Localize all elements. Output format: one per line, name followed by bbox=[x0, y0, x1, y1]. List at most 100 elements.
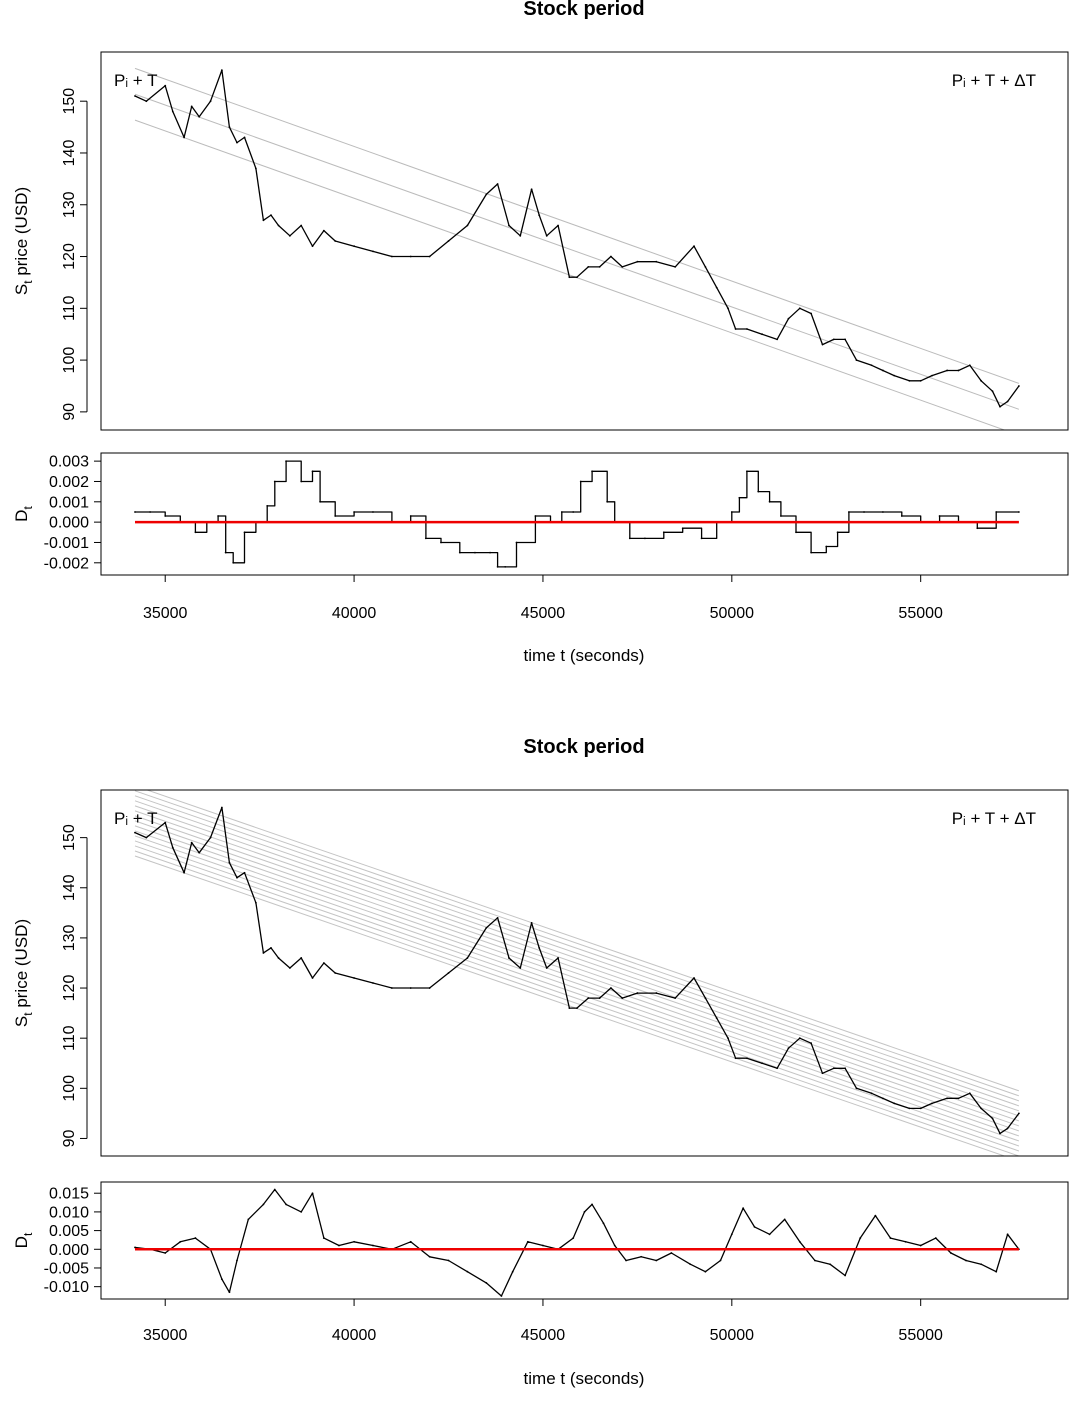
x-axis-label: time t (seconds) bbox=[524, 1369, 645, 1388]
d-point bbox=[625, 1259, 627, 1262]
d-point bbox=[458, 551, 461, 554]
x-tick-label: 45000 bbox=[521, 1327, 566, 1344]
price-point bbox=[746, 1057, 748, 1060]
d-point bbox=[798, 1240, 801, 1243]
end-label: Pᵢ + T + ΔT bbox=[952, 71, 1036, 90]
d-point bbox=[353, 511, 355, 513]
x-tick-label: 55000 bbox=[898, 605, 943, 622]
d-y-tick-label: 0.003 bbox=[49, 454, 89, 471]
d-point bbox=[409, 515, 412, 517]
price-point bbox=[919, 1107, 922, 1110]
price-y-tick-label: 150 bbox=[61, 88, 78, 115]
price-point bbox=[164, 821, 167, 824]
price-point bbox=[353, 245, 355, 248]
d-point bbox=[474, 551, 476, 554]
price-point bbox=[798, 307, 801, 310]
price-point bbox=[844, 338, 847, 341]
price-point bbox=[980, 379, 983, 382]
x-tick-label: 40000 bbox=[332, 605, 377, 622]
price-point bbox=[919, 379, 922, 382]
price-point bbox=[576, 276, 578, 279]
price-point bbox=[228, 126, 231, 128]
price-point bbox=[655, 992, 658, 994]
price-point bbox=[466, 957, 469, 959]
d-point bbox=[628, 537, 631, 540]
price-point bbox=[198, 115, 201, 118]
price-plot-area bbox=[134, 790, 1020, 1156]
d-point bbox=[311, 1192, 314, 1195]
d-point bbox=[496, 565, 499, 568]
d-point bbox=[134, 1246, 136, 1249]
price-point bbox=[545, 234, 548, 237]
price-point bbox=[496, 916, 499, 919]
price-point bbox=[821, 343, 824, 346]
d-point bbox=[266, 504, 269, 507]
price-y-label-rest: price (USD) bbox=[12, 187, 31, 281]
price-point bbox=[991, 390, 994, 393]
d-y-label-main: D bbox=[12, 510, 31, 522]
price-y-axis-label: St price (USD) bbox=[12, 919, 35, 1027]
d-y-tick-label: 0.001 bbox=[49, 494, 89, 511]
price-point bbox=[300, 957, 303, 959]
price-point bbox=[557, 957, 559, 959]
d-point bbox=[753, 1225, 756, 1228]
d-point bbox=[542, 1244, 544, 1247]
d-point bbox=[689, 1263, 692, 1266]
d-series-line bbox=[135, 460, 1019, 568]
price-point bbox=[810, 1042, 813, 1045]
d-y-axis: -0.002 -0.001 0.000 0.001 0.002 0.003 bbox=[44, 454, 102, 572]
d-point bbox=[534, 515, 537, 517]
d-point bbox=[655, 1259, 658, 1262]
x-tick-label: 35000 bbox=[143, 605, 188, 622]
price-point bbox=[372, 982, 374, 984]
price-point bbox=[220, 806, 223, 809]
price-series-line bbox=[134, 806, 1020, 1135]
d-point bbox=[409, 1240, 412, 1243]
price-point bbox=[636, 992, 639, 994]
price-point bbox=[485, 193, 488, 196]
price-point bbox=[198, 851, 201, 854]
price-point bbox=[311, 977, 314, 979]
price-point bbox=[1017, 1112, 1020, 1115]
price-point bbox=[243, 136, 246, 139]
d-point bbox=[319, 500, 321, 503]
price-point bbox=[209, 100, 212, 103]
price-point bbox=[621, 997, 624, 999]
guide-line bbox=[134, 840, 1020, 1147]
d-point bbox=[572, 1237, 575, 1239]
d-point bbox=[848, 511, 850, 513]
price-point bbox=[999, 405, 1001, 408]
d-y-label-subscript: t bbox=[21, 506, 35, 510]
price-point bbox=[598, 997, 601, 999]
guide-lines bbox=[134, 790, 1020, 1156]
d-point bbox=[859, 1237, 862, 1239]
price-point bbox=[334, 240, 337, 242]
price-point bbox=[409, 987, 412, 989]
x-tick-label: 50000 bbox=[710, 605, 755, 622]
price-panel-frame bbox=[100, 789, 1069, 1157]
price-point bbox=[674, 265, 677, 268]
price-point bbox=[190, 105, 193, 108]
price-point bbox=[946, 1097, 949, 1100]
price-y-tick-label: 100 bbox=[61, 347, 78, 374]
x-tick-label: 55000 bbox=[898, 1327, 943, 1344]
price-point bbox=[270, 214, 272, 217]
price-point bbox=[288, 234, 291, 237]
price-point bbox=[761, 333, 763, 336]
price-y-tick-label: 110 bbox=[61, 295, 78, 321]
price-point bbox=[134, 831, 136, 834]
d-point bbox=[900, 515, 903, 517]
d-point bbox=[882, 511, 884, 513]
price-point bbox=[704, 997, 707, 999]
price-y-tick-label: 140 bbox=[61, 140, 78, 167]
d-point bbox=[224, 551, 227, 554]
price-point bbox=[636, 260, 639, 263]
price-y-tick-label: 150 bbox=[61, 824, 78, 851]
guide-line bbox=[134, 790, 1020, 1097]
end-label: Pᵢ + T + ΔT bbox=[952, 809, 1036, 828]
d-point bbox=[995, 1270, 998, 1273]
d-point bbox=[746, 470, 748, 473]
d-y-tick-label: -0.002 bbox=[44, 555, 89, 572]
d-point bbox=[644, 537, 646, 540]
price-point bbox=[1006, 400, 1009, 403]
